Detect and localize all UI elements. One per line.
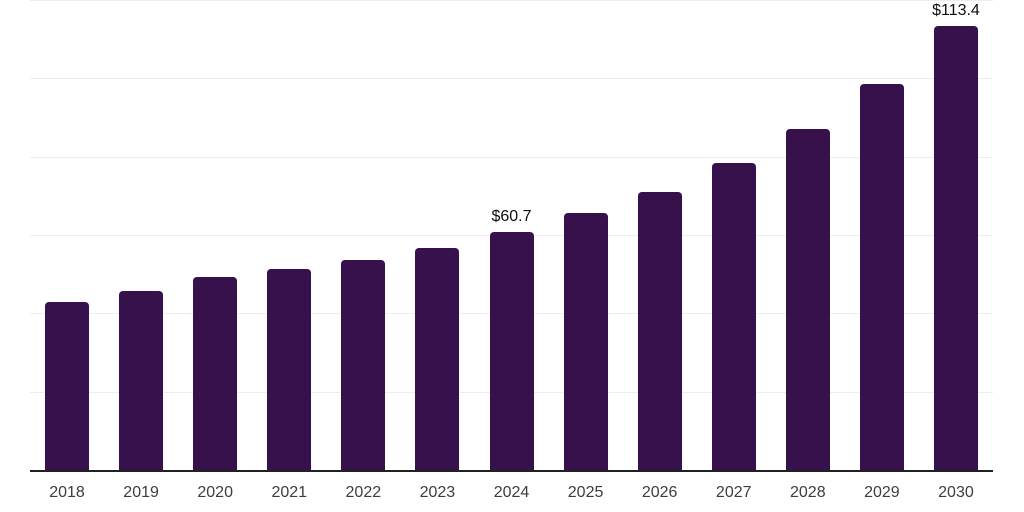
x-axis-label-2025: 2025 — [567, 484, 604, 501]
gridline — [30, 156, 993, 158]
bar-2024 — [489, 232, 534, 470]
bar-2030 — [933, 25, 978, 470]
gridline — [30, 78, 993, 80]
bar-2022 — [341, 260, 386, 470]
plot-area: $60.7 $113.4 — [30, 0, 993, 472]
x-axis-label-2024: 2024 — [493, 484, 530, 501]
x-axis-label-2027: 2027 — [715, 484, 752, 501]
bar-2026 — [637, 191, 682, 470]
x-axis-label-2029: 2029 — [864, 484, 900, 501]
bar-2020 — [193, 276, 238, 470]
bar-2027 — [711, 162, 756, 470]
x-axis-label-2021: 2021 — [271, 484, 308, 501]
x-axis-label-2020: 2020 — [197, 484, 233, 501]
x-axis-labels: 2018 2019 2020 2021 2022 2023 2024 2025 2026 2027… — [30, 483, 993, 503]
bar-2019 — [119, 291, 164, 470]
x-axis-label-2019: 2019 — [123, 484, 159, 501]
bar-2029 — [859, 83, 904, 470]
x-axis-label-2018: 2018 — [49, 484, 85, 501]
bar-2018 — [45, 301, 90, 470]
gridline — [30, 0, 993, 1]
x-axis-label-2026: 2026 — [641, 484, 678, 501]
x-axis-label-2022: 2022 — [345, 484, 382, 501]
bar-2023 — [415, 247, 460, 470]
bar-value-label-2030: $113.4 — [932, 1, 980, 19]
bar-2025 — [563, 213, 608, 470]
x-axis-label-2028: 2028 — [790, 484, 826, 501]
bar-value-label-2024: $60.7 — [491, 208, 532, 226]
bar-2028 — [785, 128, 830, 470]
x-axis-label-2030: 2030 — [938, 484, 974, 501]
bar-2021 — [267, 268, 312, 470]
x-axis-label-2023: 2023 — [419, 484, 456, 501]
